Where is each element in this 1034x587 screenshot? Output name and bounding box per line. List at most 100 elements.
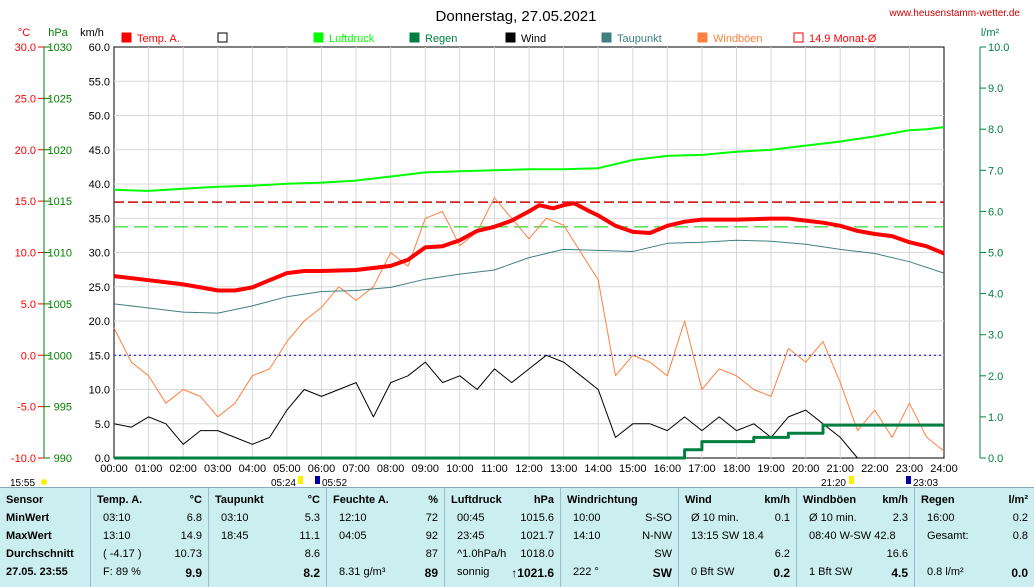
x-tick-label: 13:00 — [550, 463, 578, 475]
cell-label: 00:45 — [457, 512, 485, 524]
rain-tick-label: 1.0 — [988, 412, 1003, 424]
x-tick-label: 15:00 — [619, 463, 647, 475]
cell-label: 13:10 — [103, 530, 131, 542]
x-tick-label: 04:00 — [239, 463, 267, 475]
legend-swatch — [697, 32, 708, 43]
table-cell-row: 16:00 0.2 — [919, 512, 1030, 528]
table-cell-row: 03:10 5.3 — [213, 512, 322, 528]
cell-value: 1021.7 — [520, 530, 554, 542]
rain-tick-label: 4.0 — [988, 289, 1003, 301]
pressure-tick-label: 1015 — [48, 196, 72, 208]
cell-value: 0.2 — [773, 566, 790, 580]
cell-label: 03:10 — [103, 512, 131, 524]
cell-label: 14:10 — [573, 530, 601, 542]
cell-value: 1015.6 — [520, 512, 554, 524]
cell-value: 2.3 — [892, 512, 908, 524]
cell-value: 8.6 — [304, 548, 320, 560]
weather-chart: Donnerstag, 27.05.2021 www.heusenstamm-w… — [10, 8, 1020, 487]
table-cell-row: 6.2 — [683, 548, 792, 564]
cell-value: 10.73 — [174, 548, 202, 560]
wind-tick-label: 10.0 — [89, 385, 110, 397]
cell-label: 16:00 — [927, 512, 955, 524]
column-header: Windrichtung — [565, 494, 674, 510]
time-label-left: 15:55 — [10, 478, 35, 487]
rain-tick-label: 7.0 — [988, 165, 1003, 177]
series-line-windb-en — [113, 197, 945, 452]
column-unit: °C — [189, 494, 202, 506]
pressure-tick-label: 1020 — [48, 145, 72, 157]
wind-tick-label: 45.0 — [89, 145, 110, 157]
wind-tick-label: 15.0 — [89, 350, 110, 362]
cell-value: 89 — [424, 566, 438, 580]
cell-label: Gesamt: — [927, 530, 969, 542]
column-header: Wind km/h — [683, 494, 792, 510]
cell-value: 92 — [425, 530, 438, 542]
cell-value: 14.9 — [180, 530, 202, 542]
temp-tick-label: 10.0 — [15, 248, 36, 260]
cell-label: 12:10 — [339, 512, 367, 524]
x-tick-label: 05:00 — [273, 463, 301, 475]
temp-tick-label: 0.0 — [21, 350, 36, 362]
column-title: Taupunkt — [215, 494, 264, 506]
rain-tick-label: 3.0 — [988, 330, 1003, 342]
x-tick-label: 23:00 — [896, 463, 924, 475]
rain-tick-label: 0.0 — [988, 453, 1003, 465]
temp-tick-label: 30.0 — [15, 42, 36, 54]
x-tick-label: 10:00 — [446, 463, 474, 475]
table-cell-row: Gesamt: 0.8 — [919, 530, 1030, 546]
cell-label: 04:05 — [339, 530, 367, 542]
x-tick-label: 06:00 — [308, 463, 336, 475]
wind-tick-label: 35.0 — [89, 213, 110, 225]
column-title: Wind — [685, 494, 712, 506]
moonrise-marker — [315, 476, 320, 484]
table-column: Wind km/h Ø 10 min. 0.1 13:15 SW 18.4 6.2 0 Bf… — [678, 488, 796, 587]
table-cell-row: 87 — [331, 548, 440, 564]
x-tick-label: 09:00 — [411, 463, 439, 475]
cell-value: N-NW — [642, 530, 672, 542]
cell-label: 222 ° — [573, 566, 599, 578]
wind-tick-label: 55.0 — [89, 76, 110, 88]
legend-label: Wind — [521, 33, 546, 45]
table-cell-row: ^1.0hPa/h 1018.0 — [449, 548, 556, 564]
temp-axis-unit: °C — [18, 27, 30, 39]
cell-label: Ø 10 min. — [809, 512, 857, 524]
column-header: Luftdruck hPa — [449, 494, 556, 510]
temp-tick-label: 5.0 — [21, 299, 36, 311]
wind-tick-label: 5.0 — [95, 419, 110, 431]
cell-label: 10:00 — [573, 512, 601, 524]
row-label-column: Sensor MinWert MaxWert Durchschnitt 27.05. 2… — [0, 488, 90, 587]
cell-label: ^1.0hPa/h — [457, 548, 507, 560]
x-tick-label: 12:00 — [515, 463, 543, 475]
rain-tick-label: 8.0 — [988, 124, 1003, 136]
pressure-tick-label: 1000 — [48, 350, 72, 362]
temp-tick-label: 25.0 — [15, 93, 36, 105]
legend-swatch — [409, 32, 420, 43]
sunset-label: 21:20 — [821, 478, 846, 487]
column-unit: l/m² — [1008, 494, 1028, 506]
x-tick-label: 07:00 — [342, 463, 370, 475]
x-tick-label: 21:00 — [826, 463, 854, 475]
cell-label: Ø 10 min. — [691, 512, 739, 524]
temp-tick-label: -5.0 — [17, 402, 36, 414]
cell-value: 6.2 — [774, 548, 790, 560]
cell-label: 1 Bft SW — [809, 566, 853, 578]
table-cell-row: F: 89 % 9.9 — [95, 566, 204, 582]
table-cell-row: 03:10 6.8 — [95, 512, 204, 528]
table-column: Regen l/m² 16:00 0.2 Gesamt: 0.8 0.8 l/m² 0.0 — [914, 488, 1034, 587]
table-cell-row: 8.31 g/m³ 89 — [331, 566, 440, 582]
column-unit: hPa — [533, 494, 554, 506]
cell-label: 23:45 — [457, 530, 485, 542]
sunset-marker — [849, 476, 854, 484]
cell-label: 18:45 — [221, 530, 249, 542]
cell-value: 1018.0 — [520, 548, 554, 560]
table-column: Luftdruck hPa 00:45 1015.6 23:45 1021.7 ^1.0hP… — [444, 488, 560, 587]
table-cell-row: Ø 10 min. 2.3 — [801, 512, 910, 528]
row-label: MinWert — [6, 512, 50, 524]
moonset-marker — [906, 476, 911, 484]
cell-label: sonnig — [457, 566, 490, 578]
cell-label: 13:15 SW 18.4 — [691, 530, 764, 542]
rain-axis-unit: l/m² — [981, 27, 1000, 39]
temp-tick-label: -10.0 — [11, 453, 36, 465]
table-cell-row: 18:45 11.1 — [213, 530, 322, 546]
row-label: Sensor — [6, 494, 44, 506]
